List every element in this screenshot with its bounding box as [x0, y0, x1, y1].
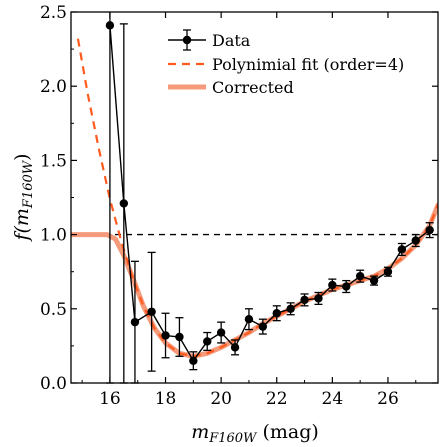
legend-label: Data: [212, 31, 251, 50]
data-point: [397, 245, 407, 254]
series-fit-line: [76, 38, 438, 358]
data-point: [425, 225, 434, 235]
data-point: [342, 282, 351, 291]
legend-data-marker: [182, 35, 192, 45]
x-tick-label: 24: [322, 389, 344, 409]
x-tick-label: 18: [155, 389, 177, 409]
x-tick-label: 20: [210, 389, 232, 409]
data-point: [216, 328, 226, 337]
y-tick-label: 2.0: [40, 77, 67, 97]
data-point: [258, 322, 268, 331]
legend-label: Corrected: [212, 78, 294, 97]
data-point: [161, 331, 170, 340]
data-point: [272, 309, 281, 318]
data-point: [105, 21, 115, 30]
data-point: [175, 332, 184, 342]
data-point: [328, 280, 337, 290]
y-tick-label: 1.0: [40, 226, 67, 246]
legend-label: Polynimial fit (order=4): [212, 55, 404, 74]
x-axis-title: mF160W (mag): [191, 421, 319, 446]
data-point: [189, 356, 198, 365]
y-tick-label: 1.5: [40, 151, 67, 171]
legend: Data Polynimial fit (order=4) Corrected: [168, 29, 404, 97]
data-point: [130, 317, 140, 327]
data-point: [244, 314, 254, 324]
x-tick-label: 26: [377, 389, 399, 409]
data-point: [369, 276, 379, 285]
data-point: [286, 304, 295, 313]
y-tick-label: 0.0: [40, 374, 67, 394]
data-point: [314, 294, 323, 303]
data-point: [411, 236, 420, 245]
x-tick-label: 22: [266, 389, 288, 409]
data-point: [230, 343, 240, 352]
data-point: [355, 271, 365, 281]
y-tick-label: 0.5: [40, 300, 67, 320]
data-point: [119, 199, 129, 208]
series-data-line: [109, 25, 431, 363]
data-point: [203, 337, 212, 346]
data-point: [147, 307, 156, 316]
x-tick-label: 16: [99, 389, 121, 409]
data-point: [300, 295, 309, 305]
y-tick-label: 2.5: [40, 3, 67, 23]
y-axis-title: f(mF160W): [11, 153, 36, 242]
data-point: [383, 267, 393, 276]
